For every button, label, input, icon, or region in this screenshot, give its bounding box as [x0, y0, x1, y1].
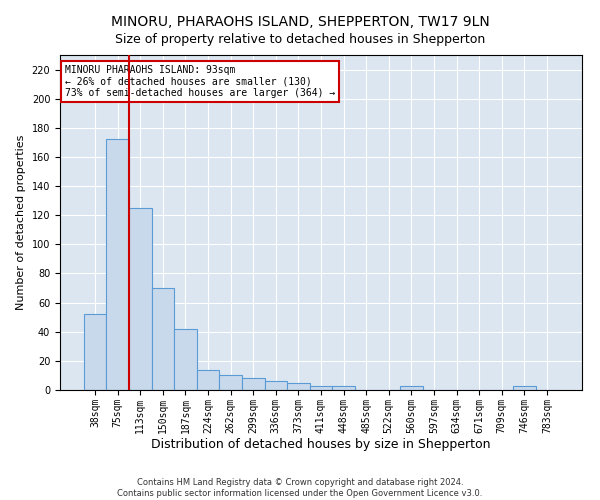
- Bar: [265, 382, 287, 390]
- Bar: [152, 288, 174, 390]
- Bar: [106, 140, 129, 390]
- Bar: [513, 386, 536, 390]
- Bar: [129, 208, 152, 390]
- Text: MINORU PHARAOHS ISLAND: 93sqm
← 26% of detached houses are smaller (130)
73% of : MINORU PHARAOHS ISLAND: 93sqm ← 26% of d…: [65, 65, 335, 98]
- Text: MINORU, PHARAOHS ISLAND, SHEPPERTON, TW17 9LN: MINORU, PHARAOHS ISLAND, SHEPPERTON, TW1…: [110, 15, 490, 29]
- Text: Size of property relative to detached houses in Shepperton: Size of property relative to detached ho…: [115, 32, 485, 46]
- Bar: [174, 329, 197, 390]
- Text: Contains HM Land Registry data © Crown copyright and database right 2024.
Contai: Contains HM Land Registry data © Crown c…: [118, 478, 482, 498]
- Bar: [197, 370, 220, 390]
- Bar: [287, 382, 310, 390]
- Bar: [84, 314, 106, 390]
- Bar: [400, 386, 422, 390]
- Y-axis label: Number of detached properties: Number of detached properties: [16, 135, 26, 310]
- Bar: [310, 386, 332, 390]
- Bar: [242, 378, 265, 390]
- Bar: [220, 376, 242, 390]
- X-axis label: Distribution of detached houses by size in Shepperton: Distribution of detached houses by size …: [151, 438, 491, 452]
- Bar: [332, 386, 355, 390]
